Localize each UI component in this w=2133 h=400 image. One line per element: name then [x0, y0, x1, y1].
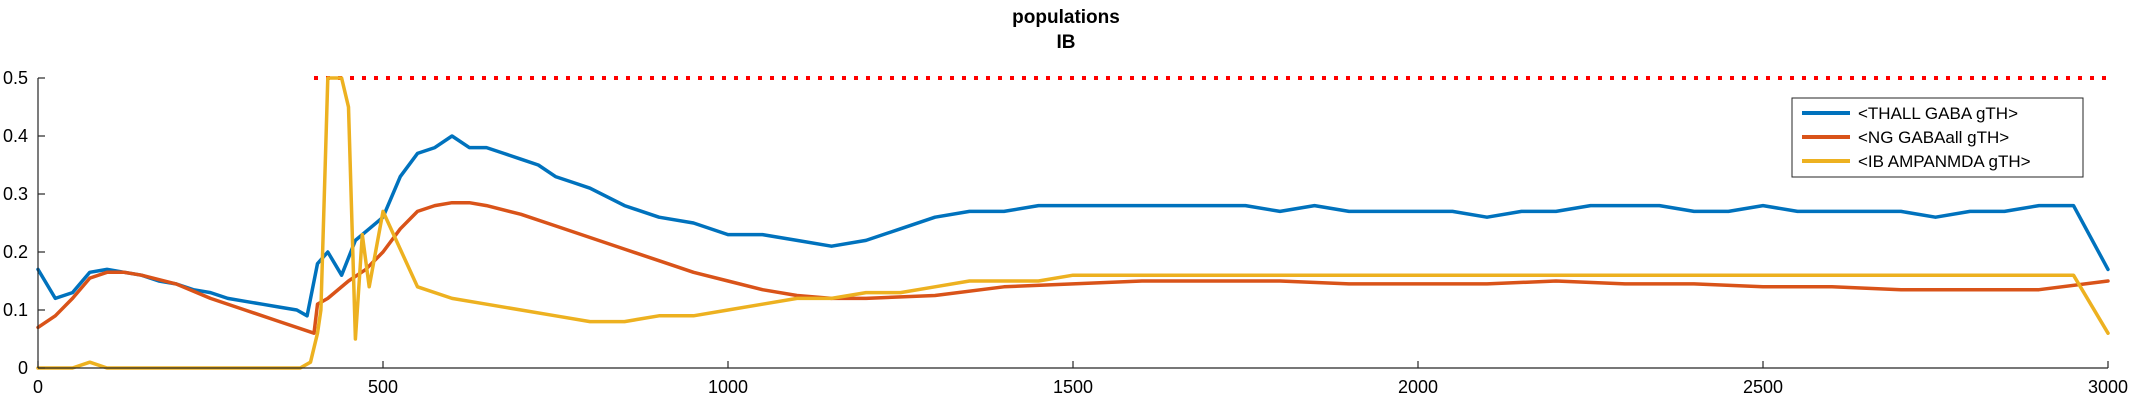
x-tick-label: 3000	[2088, 377, 2128, 397]
x-tick-label: 0	[33, 377, 43, 397]
y-tick-label: 0.3	[3, 184, 28, 204]
legend-label: <THALL GABA gTH>	[1858, 104, 2018, 123]
chart-subtitle: IB	[1057, 32, 1076, 53]
legend-label: <NG GABAall gTH>	[1858, 128, 2009, 147]
y-ticks: 0 0.1 0.2 0.3 0.4 0.5	[3, 68, 45, 378]
x-ticks: 0 500 1000 1500 2000 2500 3000	[33, 361, 2128, 397]
x-tick-label: 1000	[708, 377, 748, 397]
legend-items: <THALL GABA gTH> <NG GABAall gTH> <IB AMPA…	[1802, 104, 2031, 171]
y-tick-label: 0.5	[3, 68, 28, 88]
chart-title: populations	[1012, 7, 1120, 28]
y-tick-label: 0.1	[3, 300, 28, 320]
y-tick-label: 0	[18, 358, 28, 378]
plot-area	[36, 76, 2110, 370]
x-tick-label: 1500	[1053, 377, 1093, 397]
legend-label: <IB AMPANMDA gTH>	[1858, 152, 2031, 171]
x-tick-label: 2500	[1743, 377, 1783, 397]
x-tick-label: 2000	[1398, 377, 1438, 397]
legend: <THALL GABA gTH> <NG GABAall gTH> <IB AMPA…	[1791, 97, 2084, 178]
y-tick-label: 0.4	[3, 126, 28, 146]
series-line-3	[36, 76, 2110, 370]
series-line-1	[36, 134, 2110, 318]
series-line-2	[36, 200, 2110, 335]
y-tick-label: 0.2	[3, 242, 28, 262]
x-tick-label: 500	[368, 377, 398, 397]
series-layer	[36, 76, 2110, 370]
